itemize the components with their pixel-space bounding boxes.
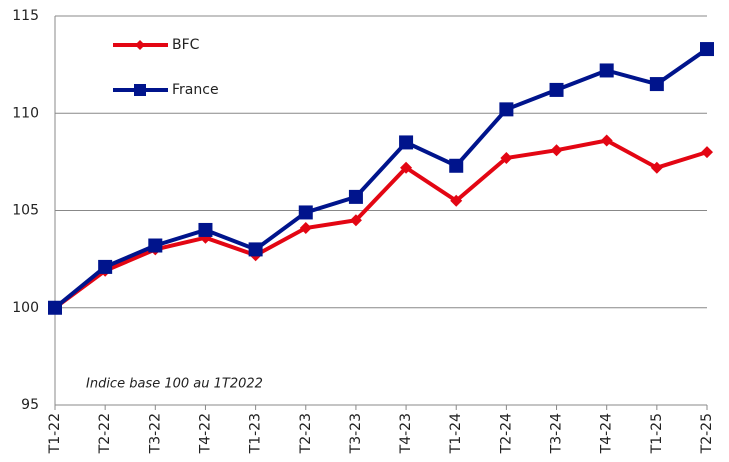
data-point [600,134,613,147]
x-tick-label: T1-25 [649,413,665,454]
x-tick-label: T3-23 [348,413,364,454]
data-point [550,144,563,157]
data-point [449,158,464,173]
x-tick-label: T4-24 [599,413,615,454]
data-point [650,161,663,174]
series-line [53,47,709,310]
x-tick-label: T2-24 [498,413,514,454]
data-point [500,151,513,164]
data-point [450,194,463,207]
x-tick-label: T1-22 [47,413,63,454]
data-point [599,63,614,78]
legend-marker [134,84,146,96]
annotation: Indice base 100 au 1T2022 [86,377,263,392]
data-point [299,222,312,235]
x-tick-label: T2-25 [699,413,715,454]
x-tick-label: T2-22 [97,413,113,454]
data-point [700,42,714,57]
x-tick-label: T4-22 [197,413,213,454]
data-point [349,214,362,227]
x-tick-label: T3-22 [147,413,163,454]
data-point [549,82,564,97]
data-point [701,146,713,159]
x-tick-label: T4-23 [398,413,414,454]
data-point [148,238,163,253]
data-point [399,135,414,150]
data-point [198,222,213,237]
data-point [348,189,363,204]
y-tick-label: 100 [12,300,39,316]
x-tick-label: T1-23 [248,413,264,454]
x-tick-label: T1-24 [448,413,464,454]
data-point [248,242,263,257]
x-tick-label: T3-24 [549,413,565,454]
data-point [48,300,62,315]
y-tick-label: 115 [12,8,39,24]
data-point [400,161,413,174]
y-tick-label: 95 [21,397,39,413]
legend-label: France [172,82,219,98]
x-tick-label: T2-23 [298,413,314,454]
y-tick-label: 105 [12,203,39,219]
legend-marker [135,40,145,50]
data-point [649,77,664,92]
data-point [499,102,514,117]
data-point [98,259,113,274]
data-point [298,205,313,220]
y-tick-label: 110 [12,105,39,121]
series-line [53,138,708,310]
legend-label: BFC [172,37,200,53]
